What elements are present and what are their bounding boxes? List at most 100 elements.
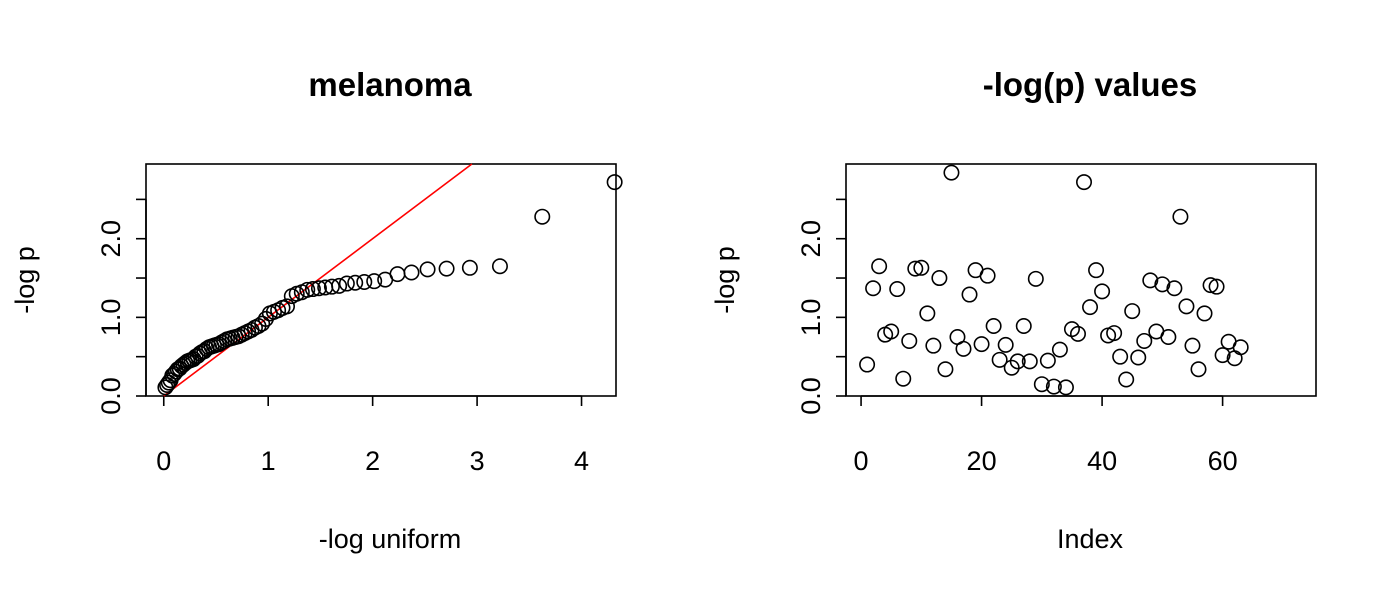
data-point — [1069, 325, 1086, 342]
data-point — [1015, 318, 1032, 335]
data-point — [278, 298, 295, 315]
data-point — [1088, 262, 1105, 279]
data-point — [1142, 272, 1159, 289]
reference-line-group — [163, 163, 473, 397]
data-point — [1003, 359, 1020, 376]
data-point — [1232, 339, 1249, 356]
data-point — [338, 275, 355, 292]
data-point — [1009, 353, 1026, 370]
data-point — [1124, 303, 1141, 320]
data-point — [865, 280, 882, 297]
data-point — [1214, 347, 1231, 364]
data-point — [883, 323, 900, 340]
data-point — [534, 208, 551, 225]
data-point — [366, 273, 383, 290]
x-tick-label: 1 — [261, 446, 276, 476]
data-point — [331, 277, 348, 294]
y-tick-label: 2.0 — [796, 220, 826, 258]
data-point — [1196, 305, 1213, 322]
data-point — [943, 164, 960, 181]
data-point — [1136, 332, 1153, 349]
data-point — [907, 260, 924, 277]
data-point — [961, 286, 978, 303]
data-point — [895, 370, 912, 387]
data-point — [955, 340, 972, 357]
data-point — [1033, 376, 1050, 393]
y-axis-label: -log p — [710, 246, 740, 314]
data-point — [1082, 299, 1099, 316]
data-point — [606, 174, 623, 191]
data-point — [1118, 371, 1135, 388]
x-tick-label: 20 — [967, 446, 997, 476]
data-point — [1178, 298, 1195, 315]
y-axis: 0.0 1.0 2.0 — [796, 198, 847, 415]
data-point — [1112, 348, 1129, 365]
chart-title: melanoma — [308, 66, 472, 103]
data-point — [461, 259, 478, 276]
data-point — [859, 356, 876, 373]
points-group — [859, 164, 1249, 396]
x-tick-label: 4 — [574, 446, 589, 476]
data-point — [1160, 329, 1177, 346]
data-point — [1190, 361, 1207, 378]
x-axis-label: Index — [1057, 524, 1124, 554]
data-point — [299, 281, 316, 298]
data-point — [310, 280, 327, 297]
data-point — [1051, 341, 1068, 358]
x-axis: 0 20 40 60 — [854, 395, 1238, 476]
data-point — [871, 258, 888, 275]
data-point — [403, 264, 420, 281]
x-tick-label: 3 — [470, 446, 485, 476]
x-axis-label: -log uniform — [319, 524, 462, 554]
data-point — [419, 261, 436, 278]
data-point — [1057, 379, 1074, 396]
data-point — [1094, 283, 1111, 300]
y-tick-label: 1.0 — [796, 299, 826, 337]
data-point — [1039, 352, 1056, 369]
data-point — [889, 281, 906, 298]
data-point — [1154, 276, 1171, 293]
x-tick-label: 2 — [365, 446, 380, 476]
data-point — [973, 336, 990, 353]
data-point — [254, 315, 271, 332]
data-point — [347, 274, 364, 291]
data-point — [356, 273, 373, 290]
data-point — [491, 258, 508, 275]
data-point — [997, 336, 1014, 353]
data-point — [1166, 280, 1183, 297]
y-tick-label: 0.0 — [796, 377, 826, 415]
data-point — [901, 332, 918, 349]
chart-title: -log(p) values — [983, 66, 1198, 103]
data-point — [304, 281, 321, 298]
x-axis: 0 1 2 3 4 — [156, 395, 589, 476]
data-point — [931, 270, 948, 287]
data-point — [919, 305, 936, 322]
y-tick-label: 1.0 — [96, 299, 126, 337]
data-point — [1202, 277, 1219, 294]
data-point — [1021, 353, 1038, 370]
x-tick-label: 60 — [1208, 446, 1238, 476]
data-point — [1027, 270, 1044, 287]
x-tick-label: 40 — [1087, 446, 1117, 476]
x-tick-label: 0 — [156, 446, 171, 476]
data-point — [937, 361, 954, 378]
data-point — [1172, 208, 1189, 225]
y-tick-label: 2.0 — [96, 220, 126, 258]
data-point — [1184, 337, 1201, 354]
data-point — [979, 267, 996, 284]
points-group — [157, 174, 623, 396]
data-point — [438, 260, 455, 277]
data-point — [925, 337, 942, 354]
data-point — [985, 318, 1002, 335]
reference-line — [163, 163, 473, 397]
panel-melanoma: melanoma -log uniform -log p 0 1 2 3 4 0.0 1.… — [10, 66, 623, 554]
data-point — [1045, 378, 1062, 395]
data-point — [1106, 325, 1123, 342]
data-point — [1208, 278, 1225, 295]
data-point — [1076, 174, 1093, 191]
data-point — [1130, 349, 1147, 366]
y-tick-label: 0.0 — [96, 377, 126, 415]
x-tick-label: 0 — [854, 446, 869, 476]
y-axis: 0.0 1.0 2.0 — [96, 198, 147, 415]
